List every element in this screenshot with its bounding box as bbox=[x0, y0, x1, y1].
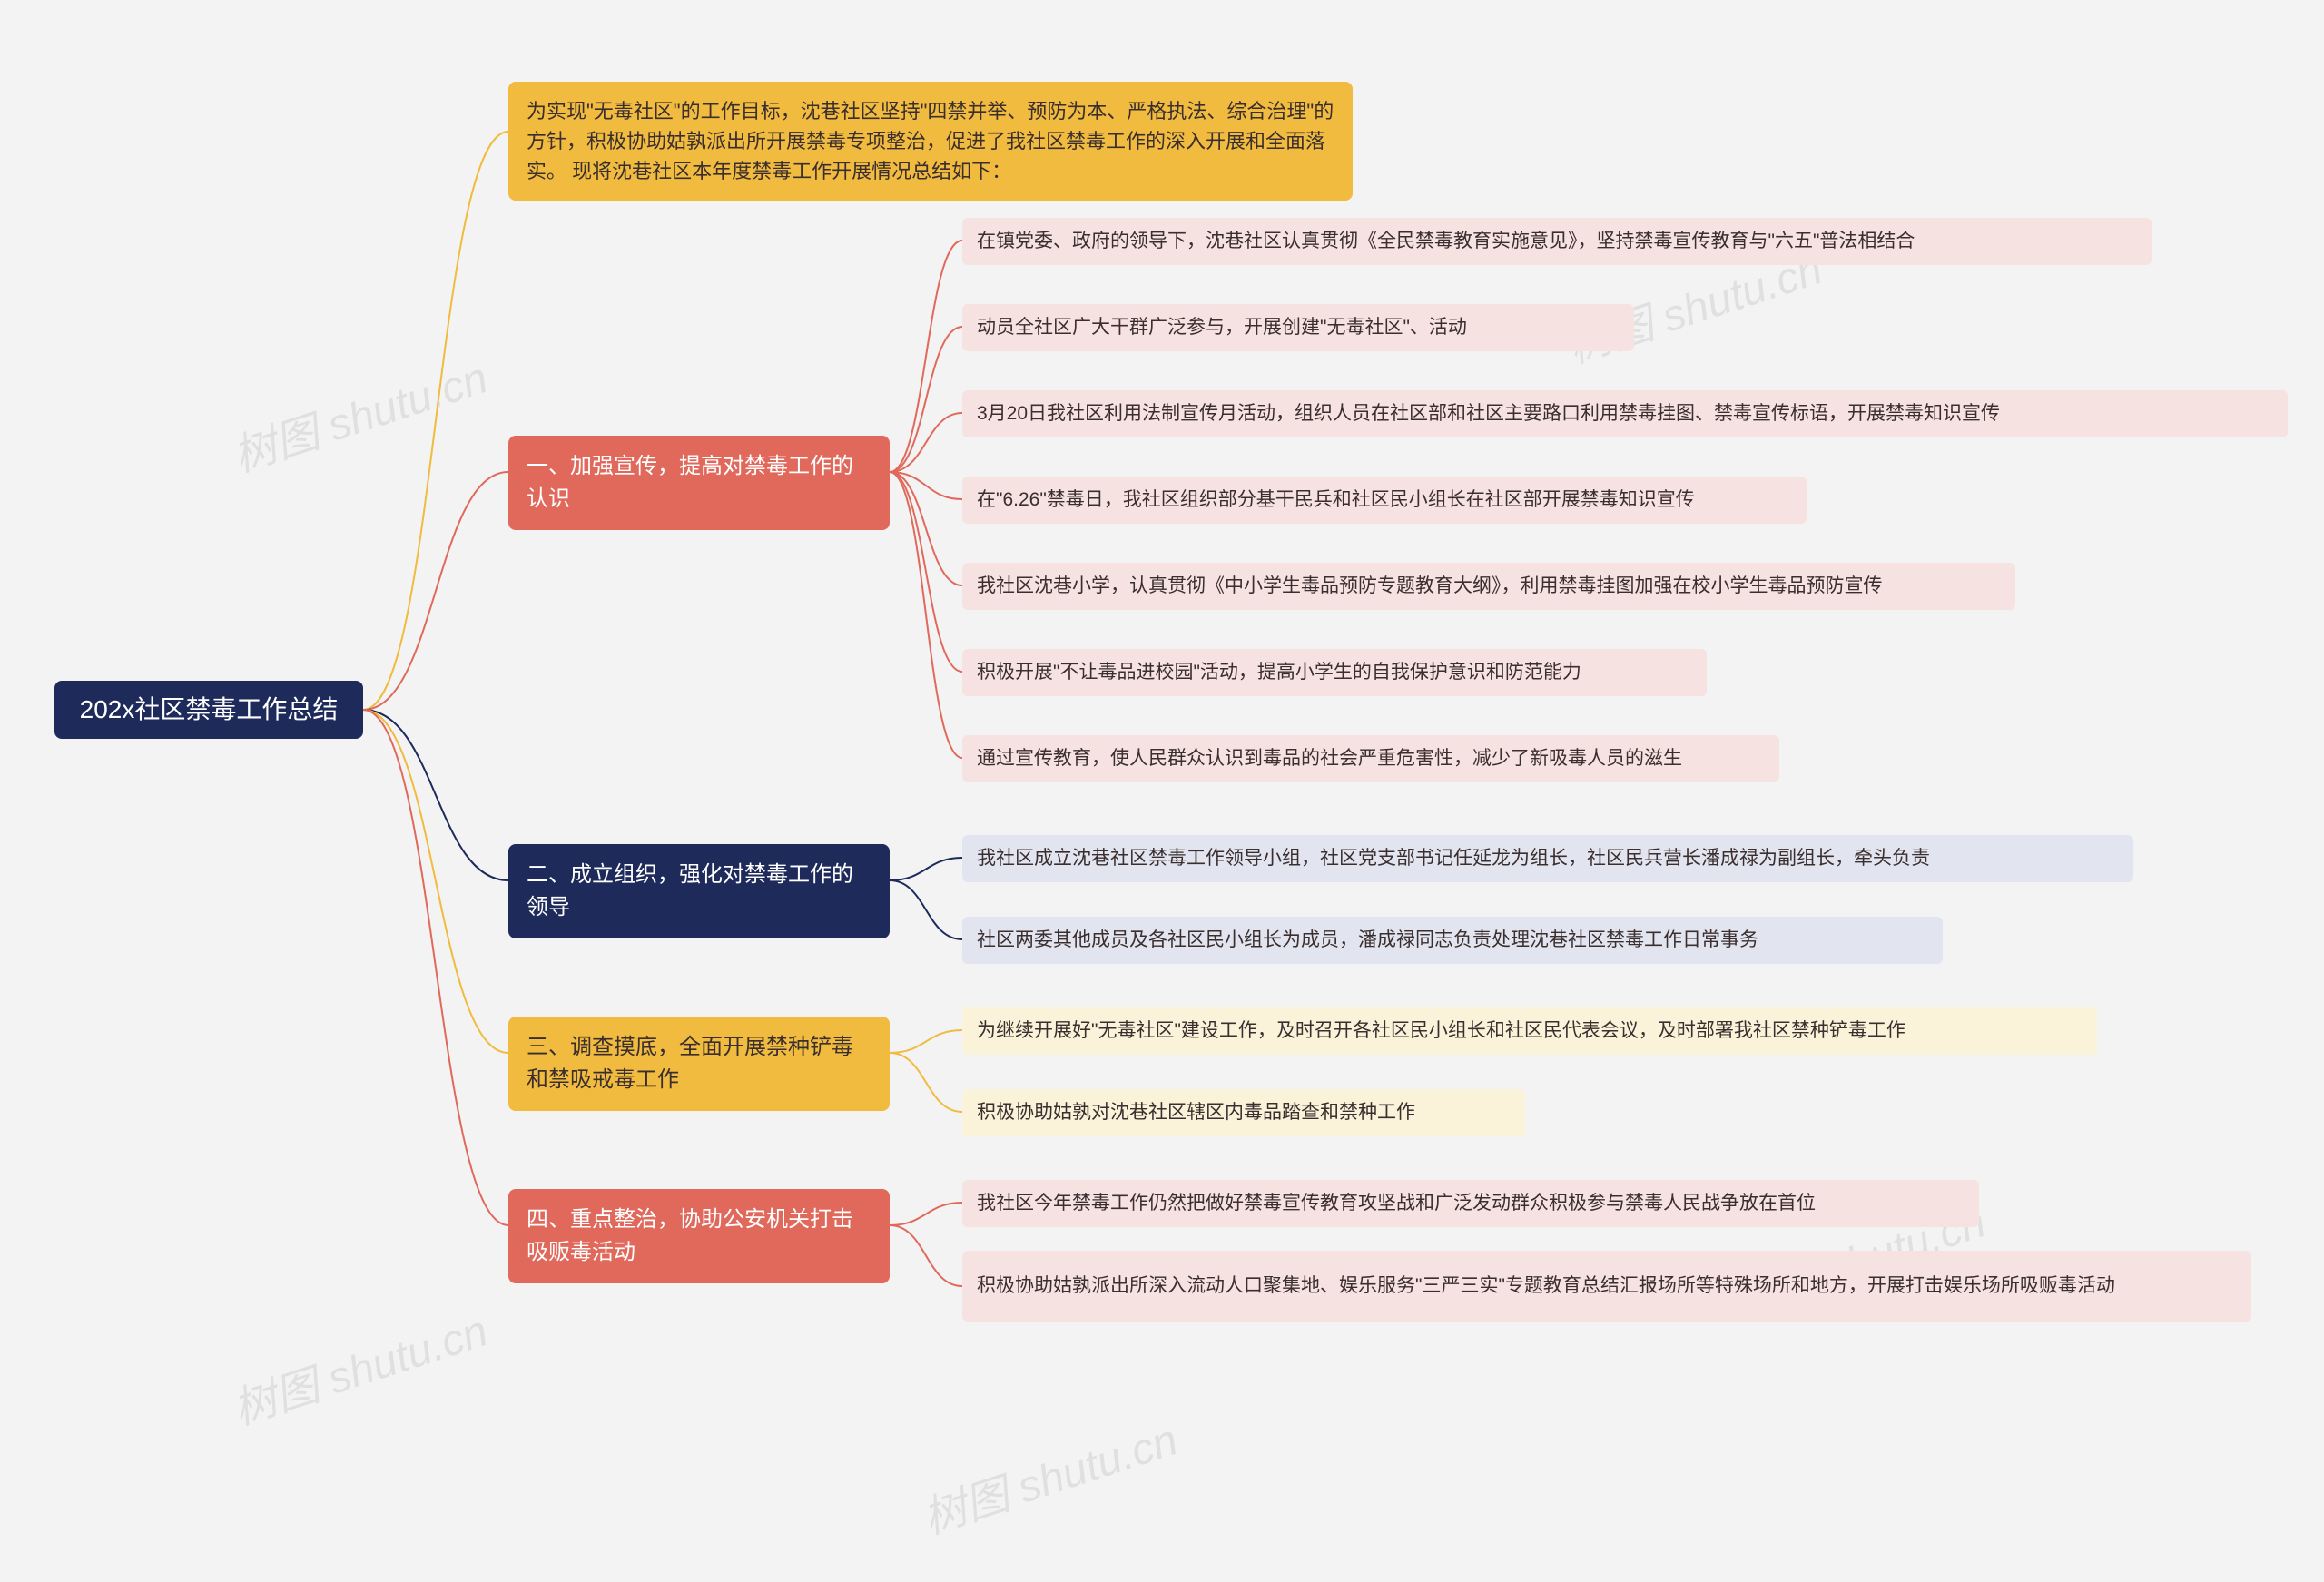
leaf-text: 积极开展"不让毒品进校园"活动，提高小学生的自我保护意识和防范能力 bbox=[977, 658, 1581, 687]
leaf-text: 我社区沈巷小学，认真贯彻《中小学生毒品预防专题教育大纲》，利用禁毒挂图加强在校小… bbox=[977, 572, 1883, 601]
leaf-text: 3月20日我社区利用法制宣传月活动，组织人员在社区部和社区主要路口利用禁毒挂图、… bbox=[977, 399, 2000, 428]
section-2[interactable]: 二、成立组织，强化对禁毒工作的领导 bbox=[508, 844, 890, 938]
leaf-node[interactable]: 为继续开展好"无毒社区"建设工作，及时召开各社区民小组长和社区民代表会议，及时部… bbox=[962, 1007, 2097, 1055]
leaf-text: 我社区今年禁毒工作仍然把做好禁毒宣传教育攻坚战和广泛发动群众积极参与禁毒人民战争… bbox=[977, 1189, 1816, 1218]
leaf-node[interactable]: 积极开展"不让毒品进校园"活动，提高小学生的自我保护意识和防范能力 bbox=[962, 649, 1707, 696]
watermark: 树图 shutu.cn bbox=[223, 342, 494, 484]
leaf-node[interactable]: 动员全社区广大干群广泛参与，开展创建"无毒社区"、活动 bbox=[962, 304, 1634, 351]
leaf-node[interactable]: 3月20日我社区利用法制宣传月活动，组织人员在社区部和社区主要路口利用禁毒挂图、… bbox=[962, 390, 2288, 437]
section-4-label: 四、重点整治，协助公安机关打击吸贩毒活动 bbox=[527, 1204, 872, 1269]
leaf-text: 我社区成立沈巷社区禁毒工作领导小组，社区党支部书记任延龙为组长，社区民兵营长潘成… bbox=[977, 844, 1930, 873]
leaf-node[interactable]: 我社区成立沈巷社区禁毒工作领导小组，社区党支部书记任延龙为组长，社区民兵营长潘成… bbox=[962, 835, 2133, 882]
section-1[interactable]: 一、加强宣传，提高对禁毒工作的认识 bbox=[508, 436, 890, 530]
watermark: 树图 shutu.cn bbox=[913, 1404, 1184, 1546]
leaf-node[interactable]: 我社区今年禁毒工作仍然把做好禁毒宣传教育攻坚战和广泛发动群众积极参与禁毒人民战争… bbox=[962, 1180, 1979, 1227]
section-4[interactable]: 四、重点整治，协助公安机关打击吸贩毒活动 bbox=[508, 1189, 890, 1283]
leaf-node[interactable]: 社区两委其他成员及各社区民小组长为成员，潘成禄同志负责处理沈巷社区禁毒工作日常事… bbox=[962, 917, 1943, 964]
intro-text: 为实现"无毒社区"的工作目标，沈巷社区坚持"四禁并举、预防为本、严格执法、综合治… bbox=[527, 96, 1334, 186]
leaf-node[interactable]: 在"6.26"禁毒日，我社区组织部分基干民兵和社区民小组长在社区部开展禁毒知识宣… bbox=[962, 477, 1807, 524]
leaf-text: 在"6.26"禁毒日，我社区组织部分基干民兵和社区民小组长在社区部开展禁毒知识宣… bbox=[977, 486, 1695, 515]
intro-node[interactable]: 为实现"无毒社区"的工作目标，沈巷社区坚持"四禁并举、预防为本、严格执法、综合治… bbox=[508, 82, 1353, 201]
leaf-node[interactable]: 我社区沈巷小学，认真贯彻《中小学生毒品预防专题教育大纲》，利用禁毒挂图加强在校小… bbox=[962, 563, 2015, 610]
leaf-text: 动员全社区广大干群广泛参与，开展创建"无毒社区"、活动 bbox=[977, 313, 1467, 342]
root-label: 202x社区禁毒工作总结 bbox=[80, 691, 339, 729]
section-1-label: 一、加强宣传，提高对禁毒工作的认识 bbox=[527, 450, 872, 516]
section-2-label: 二、成立组织，强化对禁毒工作的领导 bbox=[527, 859, 872, 924]
leaf-text: 积极协助姑孰对沈巷社区辖区内毒品踏查和禁种工作 bbox=[977, 1098, 1415, 1127]
section-3[interactable]: 三、调查摸底，全面开展禁种铲毒和禁吸戒毒工作 bbox=[508, 1017, 890, 1111]
leaf-node[interactable]: 积极协助姑孰对沈巷社区辖区内毒品踏查和禁种工作 bbox=[962, 1089, 1525, 1136]
leaf-node[interactable]: 积极协助姑孰派出所深入流动人口聚集地、娱乐服务"三严三实"专题教育总结汇报场所等… bbox=[962, 1251, 2251, 1322]
leaf-text: 为继续开展好"无毒社区"建设工作，及时召开各社区民小组长和社区民代表会议，及时部… bbox=[977, 1017, 1905, 1046]
leaf-node[interactable]: 在镇党委、政府的领导下，沈巷社区认真贯彻《全民禁毒教育实施意见》，坚持禁毒宣传教… bbox=[962, 218, 2152, 265]
leaf-text: 社区两委其他成员及各社区民小组长为成员，潘成禄同志负责处理沈巷社区禁毒工作日常事… bbox=[977, 926, 1758, 955]
leaf-text: 积极协助姑孰派出所深入流动人口聚集地、娱乐服务"三严三实"专题教育总结汇报场所等… bbox=[977, 1272, 2115, 1301]
section-3-label: 三、调查摸底，全面开展禁种铲毒和禁吸戒毒工作 bbox=[527, 1031, 872, 1096]
root-node[interactable]: 202x社区禁毒工作总结 bbox=[54, 681, 363, 739]
leaf-node[interactable]: 通过宣传教育，使人民群众认识到毒品的社会严重危害性，减少了新吸毒人员的滋生 bbox=[962, 735, 1779, 782]
watermark: 树图 shutu.cn bbox=[223, 1295, 494, 1437]
leaf-text: 通过宣传教育，使人民群众认识到毒品的社会严重危害性，减少了新吸毒人员的滋生 bbox=[977, 744, 1682, 773]
leaf-text: 在镇党委、政府的领导下，沈巷社区认真贯彻《全民禁毒教育实施意见》，坚持禁毒宣传教… bbox=[977, 227, 1915, 256]
